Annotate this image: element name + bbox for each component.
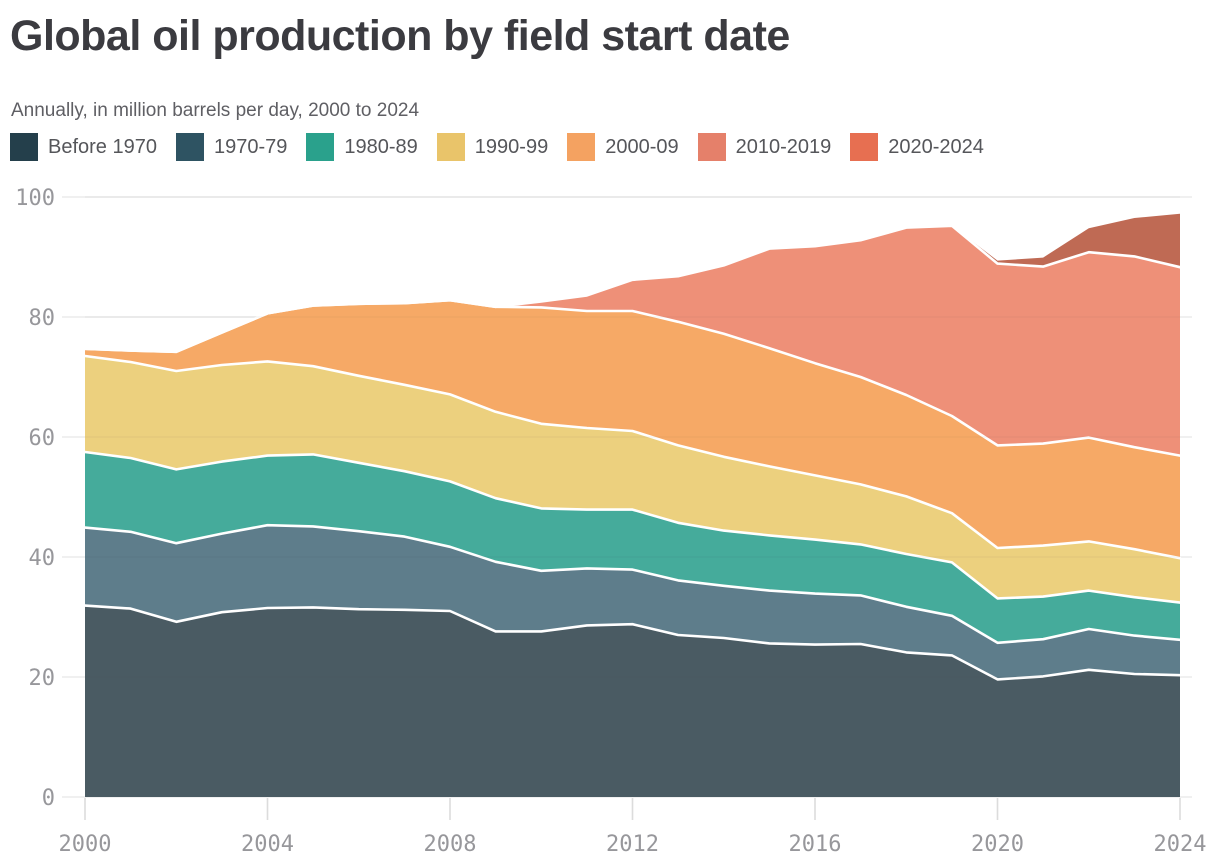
series-boundary-line (83, 354, 1182, 560)
legend-swatch (306, 133, 335, 161)
area-1990-99 (85, 356, 1180, 603)
x-axis-tick-label: 2020 (971, 832, 1024, 857)
x-axis-tick-label: 2016 (789, 832, 842, 857)
area-1980-89 (85, 452, 1180, 643)
y-axis-tick-label: 20 (29, 666, 56, 691)
legend-item-2010-2019[interactable]: 2010-2019 (697, 133, 832, 161)
legend-label: Before 1970 (48, 135, 157, 158)
x-axis-tick-label: 2000 (59, 832, 112, 857)
legend: Before 1970 1970-79 1980-89 1990-99 2000-09 2… (10, 133, 984, 161)
legend-item-before-1970[interactable]: Before 1970 (10, 133, 157, 161)
legend-item-1970-79[interactable]: 1970-79 (175, 133, 288, 161)
y-axis-tick-label: 60 (29, 426, 56, 451)
series-boundary-line (83, 523, 1182, 645)
legend-label: 1990-99 (474, 135, 549, 158)
legend-item-1990-99[interactable]: 1990-99 (436, 133, 549, 161)
area-2000-09 (85, 300, 1180, 559)
x-axis-tick-label: 2008 (424, 832, 477, 857)
series-boundary-line (83, 450, 1182, 604)
legend-swatch (436, 133, 465, 161)
legend-swatch (697, 133, 726, 161)
series-boundary-line (83, 224, 1182, 354)
y-axis-tick-label: 0 (42, 786, 55, 811)
legend-swatch (10, 133, 38, 161)
legend-item-2020-2024[interactable]: 2020-2024 (850, 133, 984, 161)
chart-title: Global oil production by field start dat… (10, 12, 790, 60)
y-axis-tick-label: 100 (15, 186, 55, 211)
legend-swatch (850, 133, 879, 161)
legend-swatch (175, 133, 204, 161)
series-boundary-line (83, 604, 1182, 681)
legend-label: 2000-09 (605, 135, 679, 158)
y-axis-tick-label: 80 (29, 306, 56, 331)
legend-item-1980-89[interactable]: 1980-89 (306, 133, 418, 161)
x-axis-tick-label: 2004 (241, 832, 294, 857)
area-1970-79 (85, 525, 1180, 680)
legend-label: 2010-2019 (735, 135, 832, 158)
legend-swatch (567, 133, 596, 161)
x-axis-tick-label: 2024 (1154, 832, 1207, 857)
legend-item-2000-09[interactable]: 2000-09 (567, 133, 679, 161)
legend-label: 1980-89 (344, 135, 418, 158)
x-axis-tick-label: 2012 (606, 832, 659, 857)
chart-subtitle: Annually, in million barrels per day, 20… (11, 100, 420, 121)
legend-label: 1970-79 (213, 135, 288, 158)
area-2010-2019 (85, 225, 1180, 456)
legend-label: 2020-2024 (888, 135, 984, 158)
y-axis-tick-label: 40 (29, 546, 56, 571)
